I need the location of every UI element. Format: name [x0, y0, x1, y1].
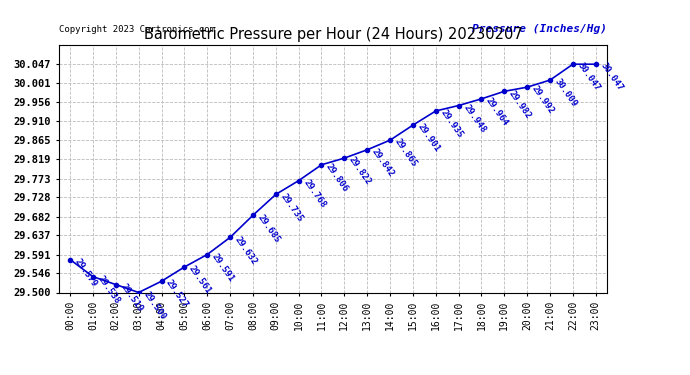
Text: 29.935: 29.935	[439, 108, 464, 140]
Text: 29.591: 29.591	[210, 252, 236, 284]
Text: 29.822: 29.822	[347, 155, 373, 187]
Text: 29.527: 29.527	[164, 279, 190, 310]
Title: Barometric Pressure per Hour (24 Hours) 20230207: Barometric Pressure per Hour (24 Hours) …	[144, 27, 522, 42]
Text: 29.964: 29.964	[484, 96, 510, 128]
Text: 29.561: 29.561	[187, 264, 213, 296]
Text: Pressure (Inches/Hg): Pressure (Inches/Hg)	[472, 24, 607, 34]
Text: 29.685: 29.685	[256, 213, 282, 244]
Text: 29.519: 29.519	[119, 282, 144, 314]
Text: 29.948: 29.948	[462, 103, 487, 134]
Text: 29.632: 29.632	[233, 235, 259, 266]
Text: 30.047: 30.047	[575, 62, 602, 93]
Text: 30.009: 30.009	[553, 77, 579, 109]
Text: 29.806: 29.806	[324, 162, 350, 194]
Text: 29.992: 29.992	[530, 84, 556, 116]
Text: 29.842: 29.842	[370, 147, 396, 178]
Text: 29.500: 29.500	[141, 290, 167, 321]
Text: Copyright 2023 Cartronics.com: Copyright 2023 Cartronics.com	[59, 25, 215, 34]
Text: 29.735: 29.735	[279, 192, 304, 223]
Text: 29.768: 29.768	[302, 178, 327, 210]
Text: 29.538: 29.538	[96, 274, 121, 306]
Text: 30.047: 30.047	[598, 62, 624, 93]
Text: 29.865: 29.865	[393, 137, 419, 169]
Text: 29.579: 29.579	[73, 257, 99, 288]
Text: 29.901: 29.901	[415, 122, 442, 154]
Text: 29.982: 29.982	[507, 88, 533, 120]
